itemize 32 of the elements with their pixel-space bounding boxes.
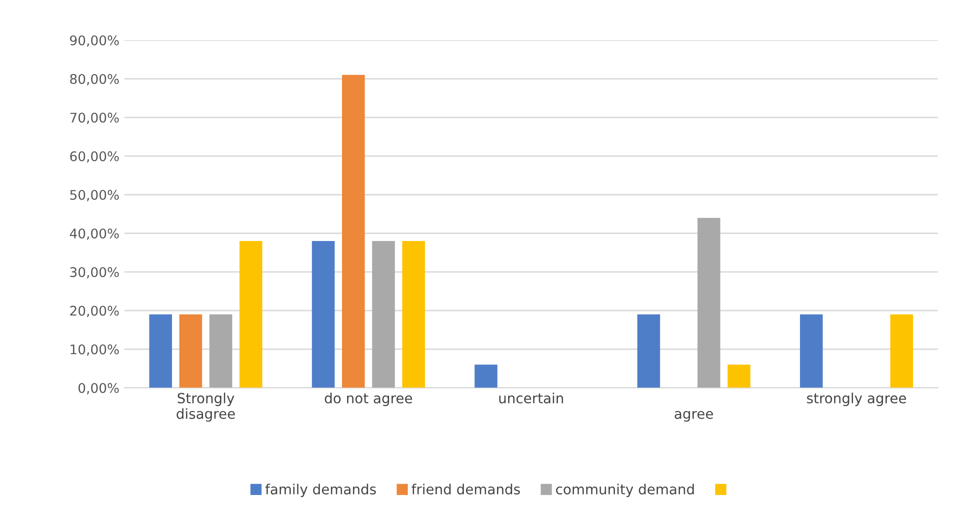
y-tick-label: 60,00% [70,151,119,163]
bar [890,314,914,388]
bar [728,364,750,388]
y-tick-label: 50,00% [70,190,119,202]
x-tick-label: agree [674,410,713,422]
bar [342,74,365,388]
bar [637,314,660,388]
legend-label: friend demands [412,484,520,494]
bar [312,241,335,388]
bar [474,364,498,388]
y-tick-label: 10,00% [70,344,119,356]
bar [697,218,720,388]
y-tick-label: 40,00% [70,228,119,240]
bar [209,314,232,388]
bar [372,241,395,388]
bar [179,314,202,388]
y-tick-label: 0,00% [78,383,119,394]
x-tick-label: strongly agree [807,392,906,406]
y-tick-label: 30,00% [70,267,119,278]
x-tick-label: do not agree [324,392,412,406]
bar [149,314,172,388]
legend-label: community demand [556,484,694,498]
bar [800,314,823,388]
y-tick-label: 90,00% [70,35,119,47]
x-tick-label: uncertain [499,392,564,404]
y-tick-label: 20,00% [70,306,119,318]
y-tick-label: 80,00% [70,74,119,86]
legend-label: family demands [265,484,376,498]
x-tick-label: Strongly disagree [176,392,235,422]
bar [240,241,262,388]
y-tick-label: 70,00% [70,112,119,124]
bar [402,241,425,388]
